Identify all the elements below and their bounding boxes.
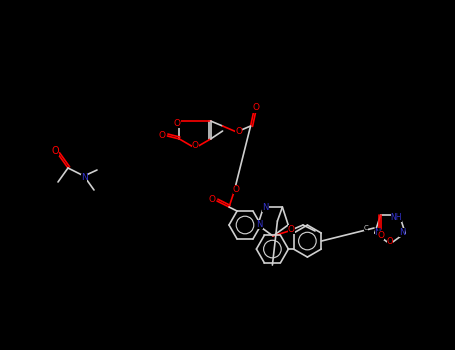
Text: C: C [364,225,369,231]
Text: O: O [208,195,216,203]
Text: O: O [233,184,239,194]
Text: N: N [257,220,263,230]
Text: O: O [159,131,166,140]
Text: O: O [174,119,181,127]
Text: O: O [252,104,259,112]
Text: O: O [192,141,198,150]
Text: O: O [235,127,242,136]
Text: O: O [377,231,384,239]
Text: O: O [387,237,393,245]
Text: N: N [374,229,381,237]
Text: N: N [399,229,405,237]
Text: O: O [288,224,294,233]
Text: NH: NH [391,212,402,222]
Text: N: N [263,203,269,211]
Text: O: O [51,146,59,156]
Text: N: N [81,174,87,182]
